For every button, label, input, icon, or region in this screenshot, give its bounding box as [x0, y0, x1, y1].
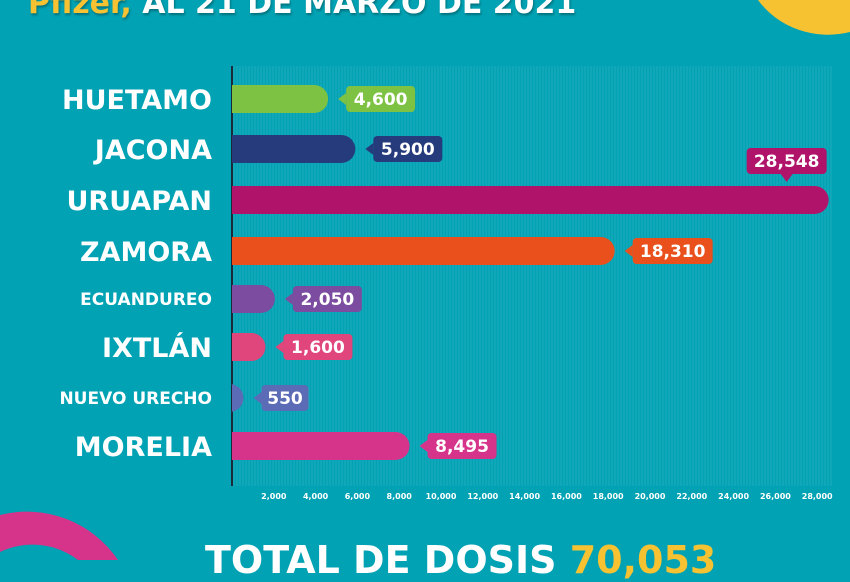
x-tick-label: 6,000 [345, 492, 371, 501]
value-label: 1,600 [291, 338, 345, 358]
x-tick-label: 2,000 [261, 492, 287, 501]
callout-pointer [284, 293, 293, 305]
value-callout [261, 385, 309, 411]
x-tick-label: 8,000 [387, 492, 413, 501]
callout-pointer [338, 93, 347, 105]
callout-pointer [419, 440, 428, 452]
total-doses: TOTAL DE DOSIS 70,053 [205, 538, 716, 582]
value-callout [346, 86, 416, 112]
value-label: 28,548 [754, 152, 820, 172]
total-label: TOTAL DE DOSIS [205, 538, 557, 582]
x-tick-label: 16,000 [551, 492, 582, 501]
callout-pointer [253, 392, 262, 404]
bar [232, 85, 329, 114]
bar [232, 432, 410, 460]
x-tick-label: 22,000 [676, 492, 707, 501]
category-label: MORELIA [75, 432, 212, 463]
x-tick-label: 28,000 [802, 492, 833, 501]
value-label: 2,050 [300, 290, 354, 310]
category-label: HUETAMO [62, 85, 212, 116]
category-label: ECUANDUREO [80, 290, 212, 310]
callout-pointer [624, 245, 633, 257]
bar [232, 333, 266, 361]
bar [229, 384, 244, 412]
value-callout [427, 433, 497, 459]
x-tick-label: 24,000 [718, 492, 749, 501]
total-value: 70,053 [569, 538, 717, 582]
decorative-arc [0, 511, 118, 560]
category-label: IXTLÁN [102, 332, 212, 364]
title-text: AL 21 DE MARZO DE 2021 [142, 0, 577, 21]
category-label: ZAMORA [80, 237, 212, 268]
value-label: 5,900 [381, 140, 435, 160]
decorative-circle [758, 0, 850, 35]
bar [232, 285, 275, 313]
bar [232, 237, 615, 265]
callout-pointer [275, 341, 284, 353]
value-callout [373, 136, 443, 162]
value-callout [746, 148, 827, 174]
value-callout [632, 238, 713, 264]
bar [232, 186, 829, 215]
bar-chart: 2,000 4,000 6,000 8,000 10,000 12,000 14,000 16… [0, 0, 850, 560]
callout-pointer [780, 174, 793, 182]
category-label: JACONA [93, 135, 212, 166]
title-brand: Pfizer, [28, 0, 132, 21]
x-tick-label: 14,000 [509, 492, 540, 501]
value-label: 8,495 [435, 437, 489, 457]
chart-title: Pfizer, AL 21 DE MARZO DE 2021 [28, 0, 576, 21]
category-label: NUEVO URECHO [59, 389, 212, 409]
x-tick-label: 26,000 [760, 492, 791, 501]
x-tick-label: 18,000 [593, 492, 624, 501]
x-tick-label: 10,000 [426, 492, 457, 501]
value-label: 4,600 [354, 90, 408, 110]
value-label: 18,310 [640, 242, 706, 262]
value-callout [283, 334, 353, 360]
bar [232, 135, 356, 163]
x-tick-label: 4,000 [303, 492, 329, 501]
category-label: URUAPAN [66, 186, 212, 217]
x-tick-label: 20,000 [635, 492, 666, 501]
x-tick-label: 12,000 [467, 492, 498, 501]
callout-pointer [365, 143, 374, 155]
value-callout [292, 286, 362, 312]
value-label: 550 [267, 389, 303, 409]
